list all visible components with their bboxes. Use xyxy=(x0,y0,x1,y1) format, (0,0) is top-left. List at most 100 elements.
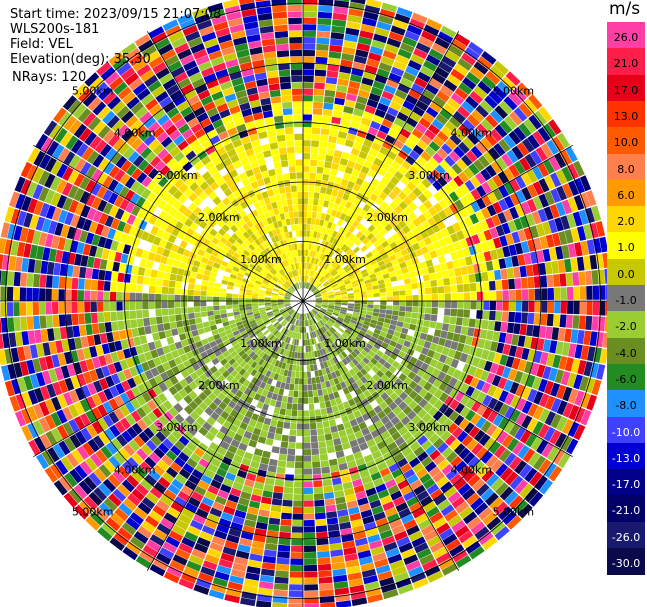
velocity-gate xyxy=(328,135,338,144)
velocity-gate xyxy=(312,114,322,122)
velocity-gate xyxy=(259,429,268,438)
velocity-gate xyxy=(576,256,585,271)
velocity-gate xyxy=(382,451,394,462)
velocity-gate xyxy=(260,456,270,465)
velocity-gate xyxy=(333,377,340,385)
velocity-gate xyxy=(303,352,306,359)
velocity-gate xyxy=(258,509,270,518)
velocity-gate xyxy=(250,433,260,442)
velocity-gate xyxy=(359,442,369,451)
velocity-gate xyxy=(420,246,429,255)
velocity-gate xyxy=(400,248,409,256)
velocity-gate xyxy=(292,318,297,325)
velocity-gate xyxy=(335,91,347,100)
velocity-gate xyxy=(218,401,228,411)
velocity-gate xyxy=(333,254,340,261)
velocity-gate xyxy=(142,293,149,301)
velocity-gate xyxy=(345,559,360,568)
velocity-gate xyxy=(291,338,295,345)
velocity-gate xyxy=(337,316,344,322)
velocity-gate xyxy=(275,473,285,481)
velocity-gate xyxy=(204,554,220,565)
velocity-gate xyxy=(342,540,356,549)
velocity-gate xyxy=(344,487,355,496)
velocity-gate xyxy=(464,256,473,266)
velocity-gate xyxy=(511,231,521,244)
velocity-gate xyxy=(372,80,386,90)
velocity-gate xyxy=(436,130,449,143)
velocity-gate xyxy=(326,511,338,519)
velocity-gate xyxy=(322,302,329,304)
velocity-gate xyxy=(367,207,376,216)
velocity-gate xyxy=(587,346,596,362)
velocity-gate xyxy=(190,436,201,447)
velocity-gate xyxy=(306,358,310,365)
velocity-gate xyxy=(148,469,161,482)
velocity-gate xyxy=(364,381,372,390)
velocity-gate xyxy=(390,25,406,36)
velocity-gate xyxy=(195,578,212,589)
velocity-gate xyxy=(408,380,418,390)
velocity-gate xyxy=(514,278,522,289)
velocity-gate xyxy=(303,107,313,115)
velocity-gate xyxy=(503,167,515,181)
velocity-gate xyxy=(333,104,344,112)
velocity-gate xyxy=(421,347,430,356)
velocity-gate xyxy=(485,114,499,128)
velocity-gate xyxy=(83,496,98,511)
velocity-gate xyxy=(393,452,405,463)
velocity-gate xyxy=(275,338,281,346)
velocity-gate xyxy=(506,267,515,279)
velocity-gate xyxy=(341,253,349,260)
velocity-gate xyxy=(428,433,440,444)
velocity-gate xyxy=(325,187,333,195)
velocity-gate xyxy=(347,460,357,469)
velocity-gate xyxy=(422,320,430,328)
velocity-gate xyxy=(319,447,328,455)
velocity-gate xyxy=(334,306,341,309)
velocity-gate xyxy=(358,421,368,430)
velocity-gate xyxy=(290,317,295,324)
velocity-gate xyxy=(312,357,317,365)
velocity-gate xyxy=(437,286,445,294)
velocity-gate xyxy=(386,411,397,421)
velocity-gate xyxy=(78,278,85,290)
velocity-gate xyxy=(263,549,277,558)
velocity-gate xyxy=(303,410,310,417)
velocity-gate xyxy=(325,338,331,346)
velocity-gate xyxy=(332,245,338,253)
velocity-gate xyxy=(358,316,365,321)
velocity-gate xyxy=(304,577,318,585)
velocity-gate xyxy=(331,162,339,171)
velocity-gate xyxy=(377,410,387,420)
velocity-gate xyxy=(599,348,609,364)
velocity-gate xyxy=(384,370,393,379)
velocity-gate xyxy=(526,374,536,388)
velocity-gate xyxy=(303,82,314,89)
velocity-gate xyxy=(181,537,196,548)
velocity-gate xyxy=(524,487,539,503)
velocity-gate xyxy=(299,371,303,378)
velocity-gate xyxy=(312,390,319,397)
velocity-gate xyxy=(347,384,355,393)
velocity-gate xyxy=(579,175,592,192)
velocity-gate xyxy=(323,96,335,104)
velocity-gate xyxy=(435,113,449,126)
velocity-gate xyxy=(204,519,218,530)
velocity-gate xyxy=(485,164,497,178)
velocity-gate xyxy=(355,214,364,223)
velocity-gate xyxy=(156,523,171,536)
velocity-gate xyxy=(309,256,313,264)
velocity-gate xyxy=(320,128,330,136)
velocity-gate xyxy=(380,201,389,210)
velocity-gate xyxy=(287,344,292,351)
velocity-gate xyxy=(239,407,248,416)
velocity-gate xyxy=(513,266,521,278)
velocity-gate xyxy=(356,321,363,327)
velocity-gate xyxy=(562,402,574,418)
velocity-gate xyxy=(232,301,239,305)
velocity-gate xyxy=(431,301,438,308)
velocity-gate xyxy=(298,391,303,398)
velocity-gate xyxy=(470,521,486,535)
